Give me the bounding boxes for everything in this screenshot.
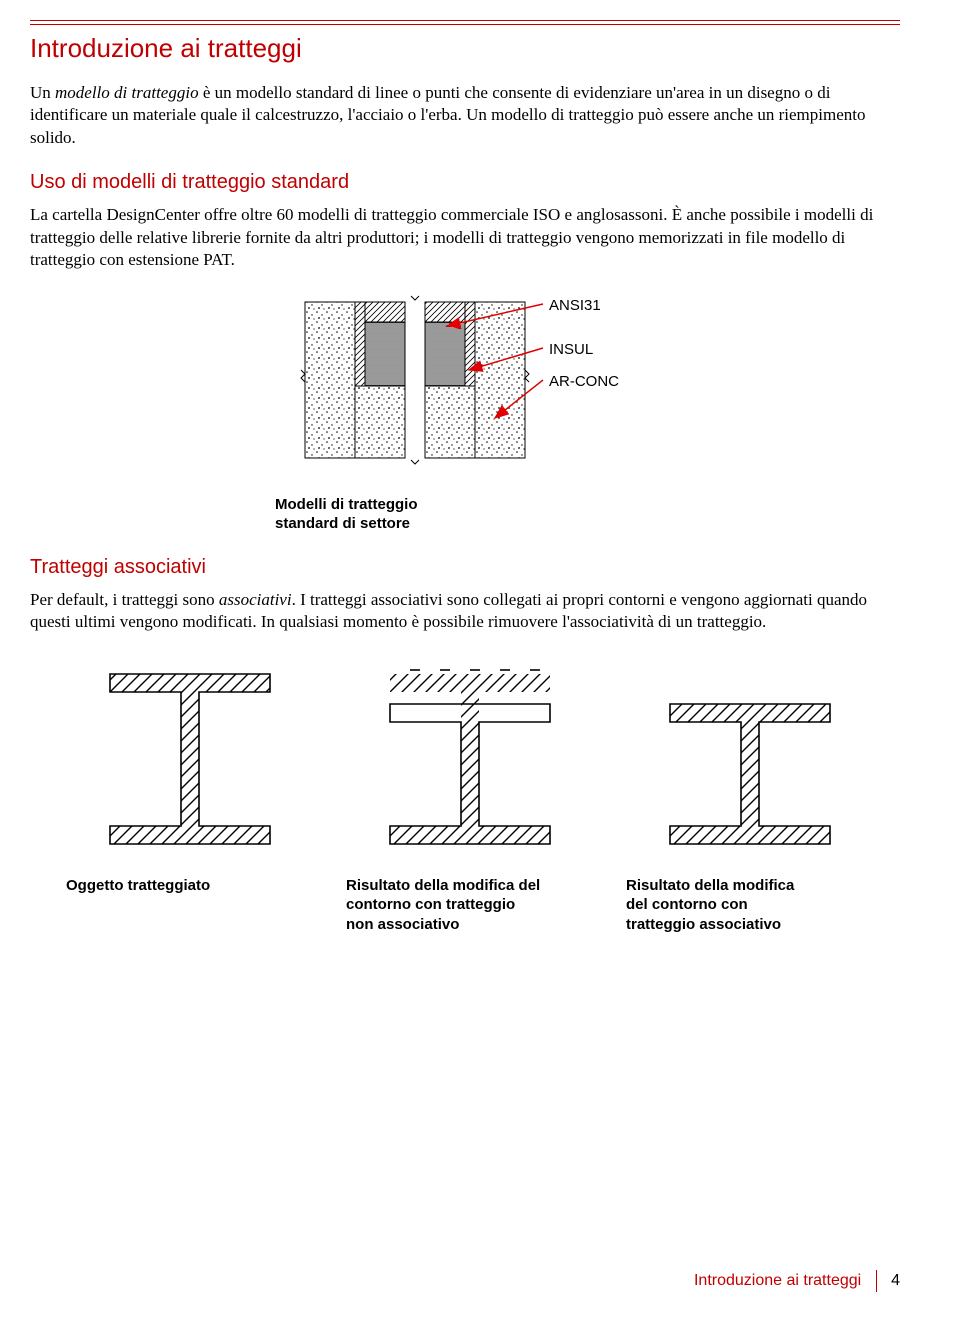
footer-separator <box>876 1270 877 1292</box>
svg-text:ANSI31: ANSI31 <box>549 297 601 314</box>
svg-text:INSUL: INSUL <box>549 341 593 358</box>
beam-caption-3: Risultato della modifica del contorno co… <box>620 876 880 935</box>
beams-captions-row: Oggetto tratteggiato Risultato della mod… <box>60 876 880 935</box>
beam-assoc-svg <box>650 664 850 864</box>
section2-heading: Tratteggi associativi <box>30 556 900 579</box>
page-footer: Introduzione ai tratteggi 4 <box>694 1270 900 1292</box>
footer-title: Introduzione ai tratteggi <box>694 1272 861 1289</box>
wall-figure-caption: Modelli di tratteggio standard di settor… <box>275 495 900 534</box>
header-rule <box>30 20 900 25</box>
wall-caption-line1: Modelli di tratteggio <box>275 496 418 513</box>
wall-caption-line2: standard di settore <box>275 515 410 532</box>
beam-detached-svg <box>370 664 570 864</box>
footer-page-number: 4 <box>891 1272 900 1289</box>
beam-caption-2: Risultato della modifica del contorno co… <box>340 876 600 935</box>
intro-paragraph: Un modello di tratteggio è un modello st… <box>30 82 900 149</box>
section1-body: La cartella DesignCenter offre oltre 60 … <box>30 204 900 271</box>
beam-caption-1: Oggetto tratteggiato <box>60 876 320 935</box>
beam-normal-svg <box>90 664 290 864</box>
beams-figure-row <box>60 664 880 864</box>
page-title: Introduzione ai tratteggi <box>30 33 900 64</box>
wall-section-svg: ANSI31 INSUL AR-CONC <box>295 290 635 480</box>
wall-section-figure: ANSI31 INSUL AR-CONC <box>30 290 900 485</box>
section2-body: Per default, i tratteggi sono associativ… <box>30 589 900 634</box>
svg-text:AR-CONC: AR-CONC <box>549 373 619 390</box>
section1-heading: Uso di modelli di tratteggio standard <box>30 171 900 194</box>
